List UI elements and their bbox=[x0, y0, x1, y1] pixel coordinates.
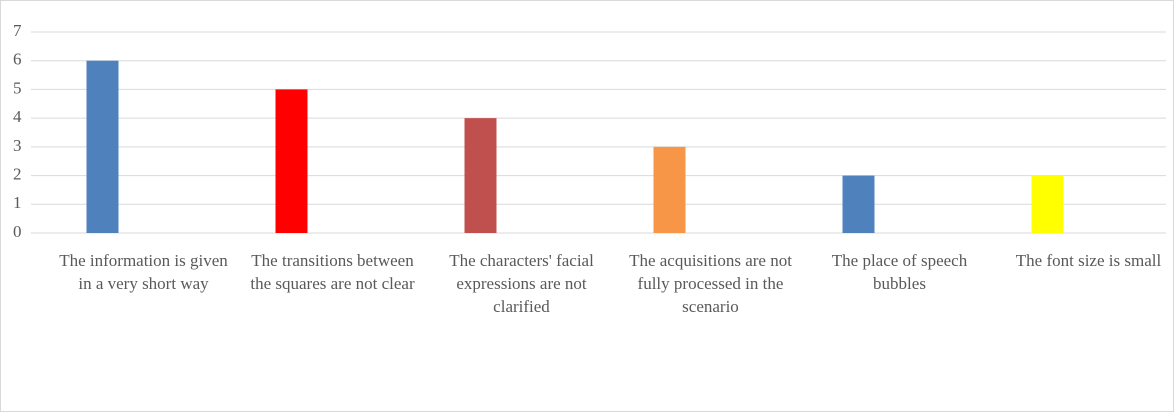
x-tick-label: The transitions between the squares are … bbox=[250, 251, 415, 293]
y-tick-label: 5 bbox=[13, 78, 22, 97]
x-tick-label: The characters' facial expressions are n… bbox=[449, 251, 594, 316]
x-tick-label: The acquisitions are not fully processed… bbox=[629, 251, 792, 316]
y-tick-label: 0 bbox=[13, 222, 22, 241]
y-tick-label: 2 bbox=[13, 164, 22, 183]
y-tick-label: 7 bbox=[13, 21, 22, 40]
y-tick-label: 1 bbox=[13, 193, 22, 212]
x-tick-label: The information is given in a very short… bbox=[59, 251, 228, 293]
bar bbox=[464, 118, 497, 233]
bar bbox=[653, 146, 686, 233]
y-tick-label: 3 bbox=[13, 136, 22, 155]
y-tick-label: 6 bbox=[13, 50, 22, 69]
bar bbox=[1031, 175, 1064, 233]
y-tick-label: 4 bbox=[13, 107, 22, 126]
x-tick-label: The place of speech bubbles bbox=[831, 251, 968, 293]
bar bbox=[275, 89, 308, 233]
bar bbox=[842, 175, 875, 233]
bar bbox=[86, 60, 119, 233]
x-tick-label: The font size is small bbox=[1015, 251, 1162, 270]
